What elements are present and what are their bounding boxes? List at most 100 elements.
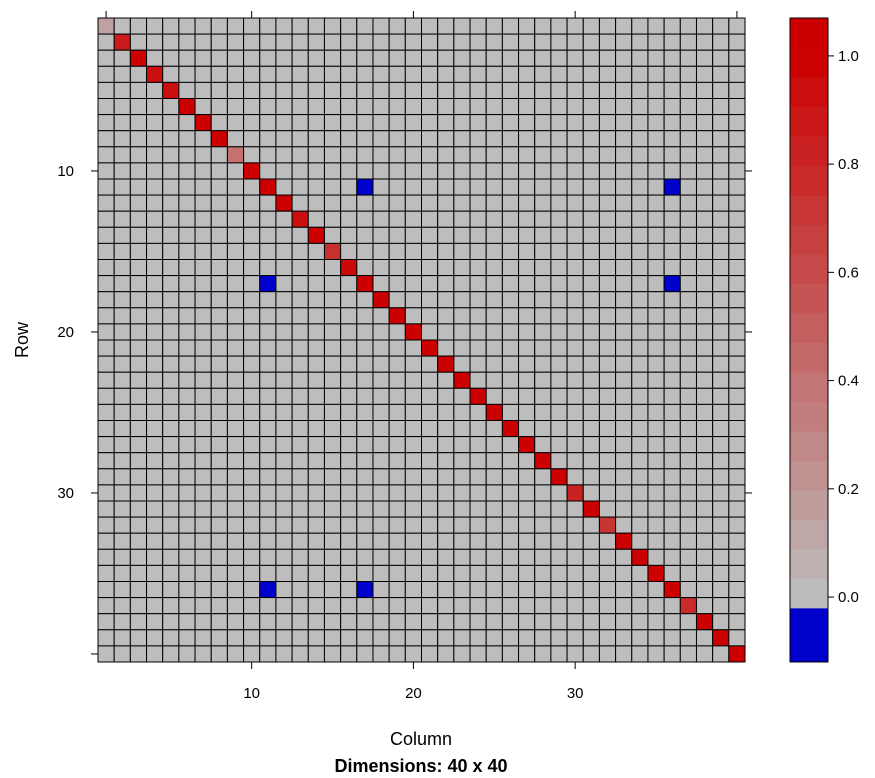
heatmap-cell xyxy=(307,452,325,470)
heatmap-cell xyxy=(210,291,228,309)
heatmap-cell xyxy=(356,114,374,132)
heatmap-cell xyxy=(243,65,261,83)
heatmap-cell xyxy=(178,484,196,502)
heatmap-cell xyxy=(372,114,390,132)
heatmap-cell xyxy=(404,484,423,502)
heatmap-cell xyxy=(146,146,164,164)
heatmap-cell xyxy=(323,452,342,470)
heatmap-cell xyxy=(194,613,212,631)
heatmap-cell xyxy=(146,307,164,325)
heatmap-cell xyxy=(534,33,552,51)
heatmap-cell xyxy=(421,178,439,196)
colorbar-segment xyxy=(790,460,828,491)
heatmap-cell xyxy=(518,33,536,51)
heatmap-cell xyxy=(437,484,455,502)
heatmap-cell xyxy=(679,210,697,228)
heatmap-cell xyxy=(259,81,277,100)
heatmap-cell xyxy=(469,242,487,260)
heatmap-cell xyxy=(421,49,439,67)
heatmap-cell xyxy=(178,468,196,486)
heatmap-cell xyxy=(550,645,568,663)
heatmap-cell xyxy=(178,226,196,244)
heatmap-cell xyxy=(243,613,261,631)
heatmap-cell xyxy=(243,162,261,180)
heatmap-cell xyxy=(534,65,552,83)
heatmap-cell xyxy=(695,452,714,470)
heatmap-cell xyxy=(259,291,277,309)
heatmap-cell xyxy=(404,242,423,260)
heatmap-cell xyxy=(566,65,584,83)
heatmap-cell xyxy=(501,581,520,599)
heatmap-cell xyxy=(518,194,536,212)
heatmap-cell xyxy=(259,307,277,325)
heatmap-cell xyxy=(97,387,115,405)
heatmap-cell xyxy=(598,210,617,228)
heatmap-cell xyxy=(566,81,584,100)
heatmap-cell xyxy=(582,371,600,389)
heatmap-cell xyxy=(259,259,277,277)
heatmap-cell xyxy=(728,130,746,148)
heatmap-cell xyxy=(663,355,681,373)
heatmap-cell xyxy=(663,500,681,518)
heatmap-cell xyxy=(437,17,455,35)
colorbar-segment xyxy=(790,578,828,609)
heatmap-cell xyxy=(566,162,584,180)
heatmap-cell xyxy=(194,114,212,132)
heatmap-cell xyxy=(291,629,309,647)
heatmap-cell xyxy=(663,613,681,631)
heatmap-cell xyxy=(485,178,503,196)
heatmap-cell xyxy=(388,468,406,486)
heatmap-cell xyxy=(469,403,487,421)
heatmap-cell xyxy=(518,146,536,164)
heatmap-cell xyxy=(307,210,325,228)
heatmap-cell xyxy=(259,242,277,260)
heatmap-cell xyxy=(582,81,600,100)
heatmap-cell xyxy=(615,242,633,260)
heatmap-cell xyxy=(259,355,277,373)
heatmap-cell xyxy=(518,178,536,196)
heatmap-cell xyxy=(501,307,520,325)
heatmap-cell xyxy=(178,307,196,325)
heatmap-cell xyxy=(372,581,390,599)
heatmap-cell xyxy=(695,210,714,228)
heatmap-cell xyxy=(679,323,697,341)
heatmap-cell xyxy=(421,484,439,502)
heatmap-cell xyxy=(226,500,245,518)
colorbar-frame xyxy=(789,17,829,663)
heatmap-cell xyxy=(518,210,536,228)
heatmap-cell xyxy=(663,242,681,260)
heatmap-cell xyxy=(679,194,697,212)
heatmap-cell xyxy=(372,146,390,164)
heatmap-cell xyxy=(712,307,730,325)
heatmap-cell xyxy=(146,226,164,244)
heatmap-cell xyxy=(323,323,342,341)
heatmap-cell xyxy=(566,436,584,454)
heatmap-cell xyxy=(453,130,471,148)
heatmap-cell xyxy=(146,516,164,534)
heatmap-cell xyxy=(679,516,697,534)
heatmap-cell xyxy=(129,516,148,534)
heatmap-cell xyxy=(162,613,180,631)
heatmap-cell xyxy=(226,323,245,341)
heatmap-cell xyxy=(259,210,277,228)
heatmap-cell xyxy=(712,420,730,438)
heatmap-cell xyxy=(323,387,342,405)
colorbar-segment xyxy=(790,401,828,432)
heatmap-cell xyxy=(340,275,358,293)
heatmap-cell xyxy=(243,33,261,51)
heatmap-cell xyxy=(404,436,423,454)
heatmap-cell xyxy=(129,452,148,470)
heatmap-cell xyxy=(178,500,196,518)
heatmap-cell xyxy=(356,259,374,277)
heatmap-cell xyxy=(226,178,245,196)
heatmap-cell xyxy=(647,210,665,228)
heatmap-cell xyxy=(291,65,309,83)
heatmap-cell xyxy=(598,581,617,599)
heatmap-cell xyxy=(194,581,212,599)
heatmap-cell xyxy=(550,339,568,357)
heatmap-cell xyxy=(712,581,730,599)
heatmap-cell xyxy=(679,339,697,357)
heatmap-cell xyxy=(356,500,374,518)
heatmap-cell xyxy=(631,581,649,599)
heatmap-cell xyxy=(518,114,536,132)
